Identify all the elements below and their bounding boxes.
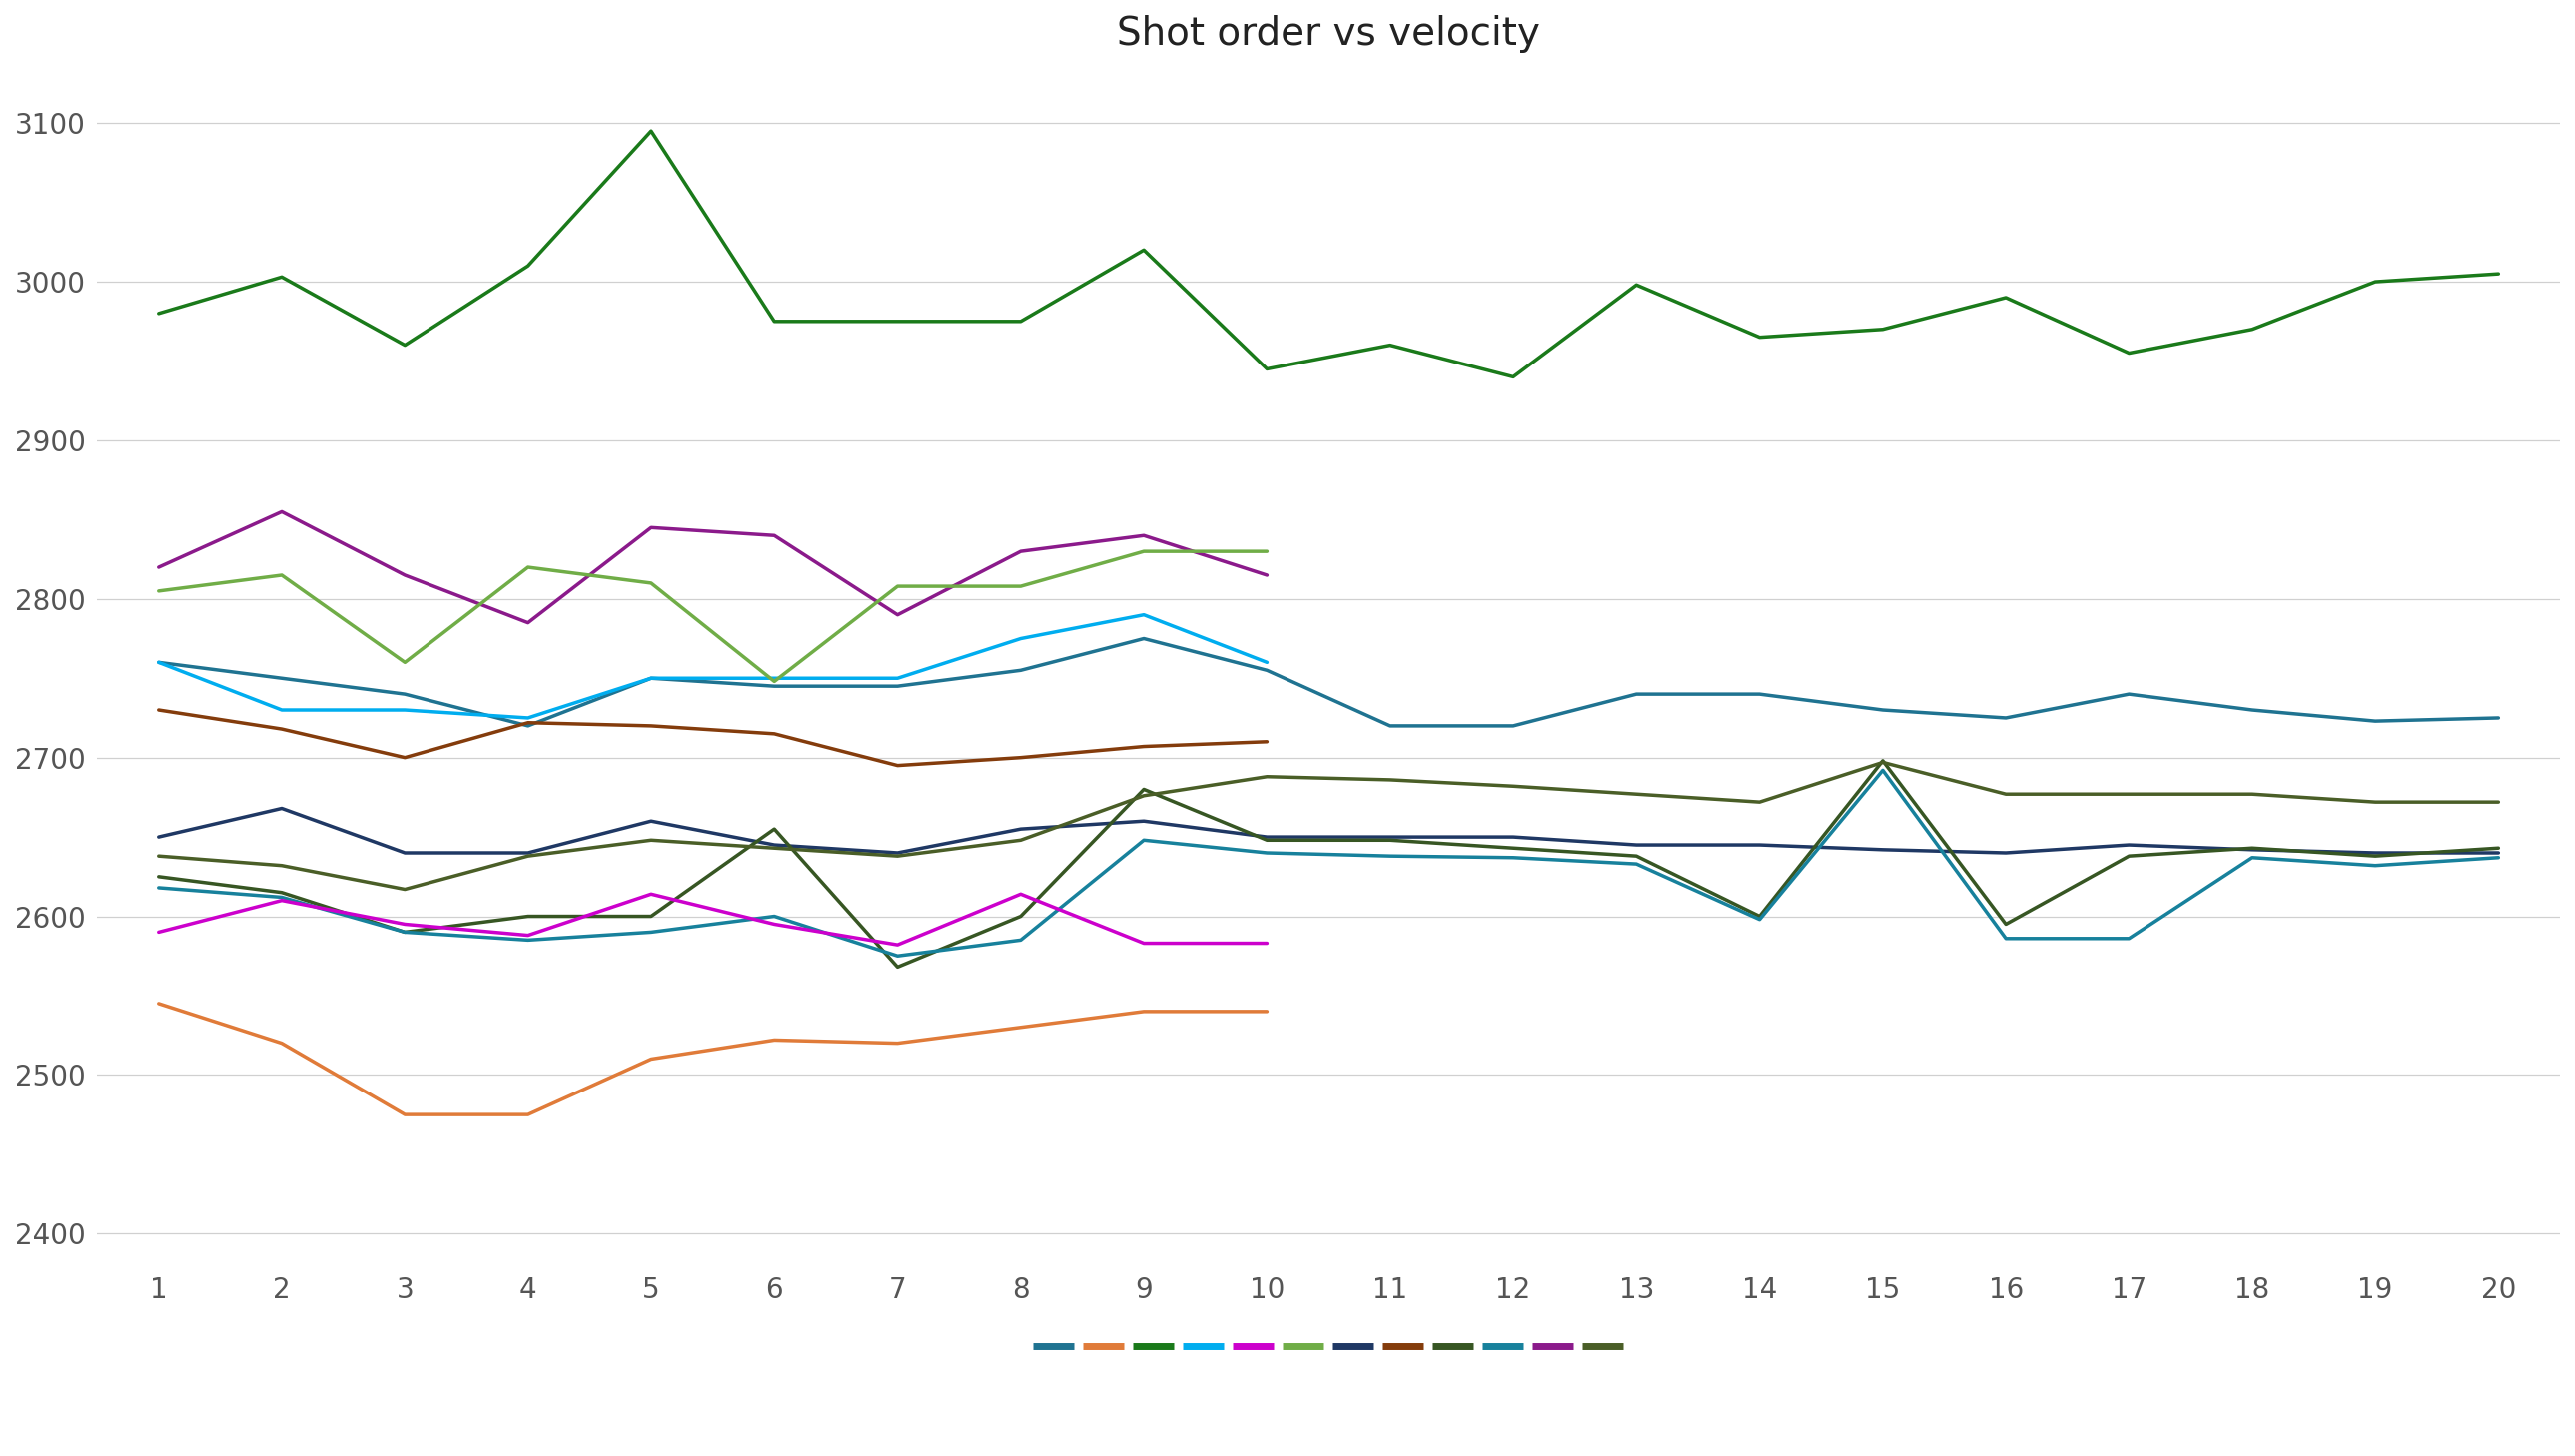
Title: Shot order vs velocity: Shot order vs velocity [1118,15,1540,52]
Legend: , , , , , , , , , , , : , , , , , , , , , , , [1027,1335,1630,1360]
